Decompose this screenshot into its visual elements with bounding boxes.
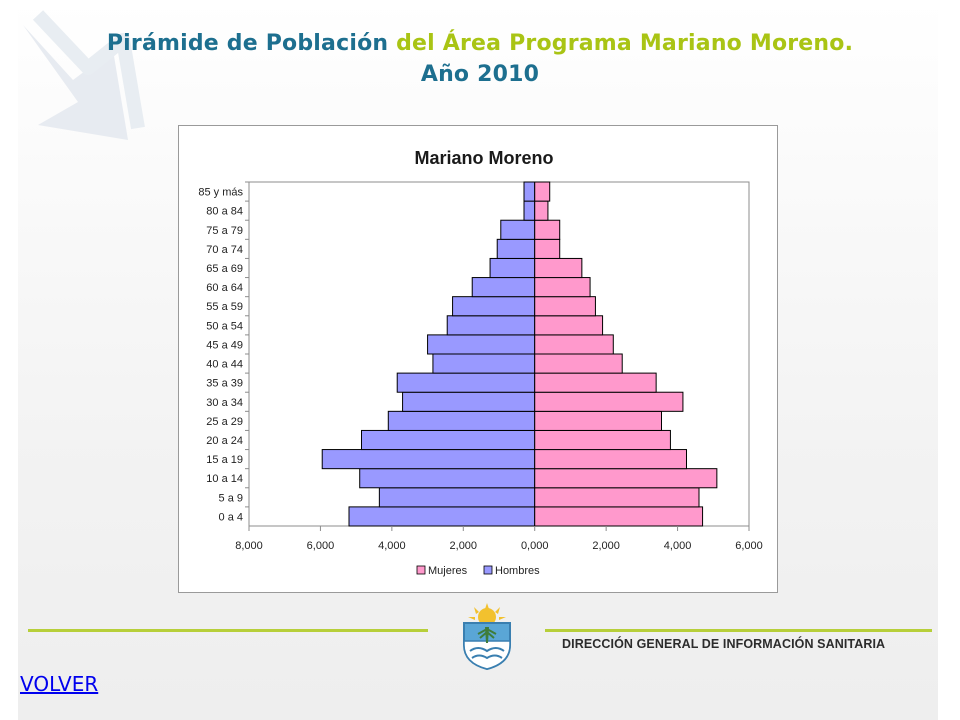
bar-mujeres-17 <box>534 181 551 202</box>
bar-hombres-6 <box>402 391 536 412</box>
title-part-3: Año 2010 <box>420 62 540 87</box>
volver-link[interactable]: VOLVER <box>20 672 99 696</box>
bar-mujeres-1 <box>534 487 700 508</box>
x-tick-label-3: 2,000 <box>450 540 478 552</box>
bar-hombres-14 <box>496 238 536 259</box>
population-pyramid-chart: Mariano Moreno 0 a 4 5 a 9 10 a 14 15 a 19 20… <box>198 148 763 577</box>
bar-mujeres-16 <box>534 200 549 221</box>
bar-mujeres-13 <box>534 257 583 279</box>
footer-line-right <box>545 629 932 632</box>
x-tick-label-5: 2,000 <box>592 540 620 552</box>
bar-hombres-3 <box>321 449 536 470</box>
x-tick-label-0: 8,000 <box>235 540 263 552</box>
bar-mujeres-9 <box>534 334 614 355</box>
bar-hombres-0 <box>348 506 536 527</box>
bar-hombres-11 <box>452 296 536 317</box>
y-tick-label-1: 5 a 9 <box>219 492 243 504</box>
x-tick-label-6: 4,000 <box>664 540 692 552</box>
bar-hombres-5 <box>387 410 536 431</box>
y-tick-label-12: 60 a 64 <box>206 282 243 294</box>
y-tick-label-2: 10 a 14 <box>206 473 243 485</box>
y-tick-label-16: 80 a 84 <box>206 206 243 218</box>
title-part-1: Pirámide de Población <box>106 31 389 56</box>
bar-hombres-10 <box>446 315 536 336</box>
province-shield-logo-icon <box>463 603 511 671</box>
y-tick-label-11: 55 a 59 <box>206 301 243 313</box>
bar-hombres-8 <box>432 353 536 374</box>
bar-mujeres-5 <box>534 410 663 431</box>
y-tick-label-3: 15 a 19 <box>206 454 243 466</box>
arrow-watermark-icon <box>23 10 145 140</box>
bar-mujeres-4 <box>534 429 671 451</box>
y-tick-label-4: 20 a 24 <box>206 435 243 447</box>
bar-hombres-4 <box>361 429 536 451</box>
bar-mujeres-7 <box>534 372 657 393</box>
legend-swatch-mujeres <box>416 565 426 575</box>
y-tick-label-15: 75 a 79 <box>206 225 243 237</box>
y-tick-label-0: 0 a 4 <box>219 511 243 523</box>
footer-line-left <box>28 629 428 632</box>
slide-title: Pirámide de Población del Área Programa … <box>100 28 860 90</box>
x-tick-label-7: 6,000 <box>735 540 763 552</box>
bar-mujeres-3 <box>534 449 688 470</box>
legend-label-hombres: Hombres <box>495 565 540 577</box>
x-tick-label-2: 4,000 <box>378 540 406 552</box>
bar-mujeres-14 <box>534 238 561 259</box>
bar-hombres-2 <box>359 468 536 489</box>
y-tick-label-13: 65 a 69 <box>206 263 243 275</box>
chart-frame: Mariano Moreno 0 a 4 5 a 9 10 a 14 15 a 19 20… <box>178 125 778 593</box>
bar-mujeres-2 <box>534 468 718 489</box>
bar-mujeres-11 <box>534 296 596 317</box>
bar-hombres-12 <box>471 277 536 298</box>
y-tick-label-7: 35 a 39 <box>206 378 243 390</box>
x-tick-label-4: 0,000 <box>521 540 549 552</box>
bar-hombres-13 <box>489 257 536 279</box>
bar-hombres-17 <box>523 181 536 202</box>
bar-hombres-9 <box>427 334 536 355</box>
title-part-2: del Área Programa Mariano Moreno. <box>396 31 854 56</box>
y-tick-label-5: 25 a 29 <box>206 416 243 428</box>
x-tick-label-1: 6,000 <box>307 540 335 552</box>
footer-organization-text: DIRECCIÓN GENERAL DE INFORMACIÓN SANITAR… <box>562 637 886 651</box>
bar-mujeres-8 <box>534 353 623 374</box>
bar-mujeres-12 <box>534 277 591 298</box>
bar-mujeres-0 <box>534 506 704 527</box>
bar-hombres-7 <box>396 372 536 393</box>
y-tick-label-8: 40 a 44 <box>206 359 243 371</box>
y-tick-label-14: 70 a 74 <box>206 244 243 256</box>
bar-mujeres-10 <box>534 315 604 336</box>
bar-mujeres-6 <box>534 391 684 412</box>
legend-label-mujeres: Mujeres <box>428 565 468 577</box>
bar-mujeres-15 <box>534 219 561 240</box>
bar-hombres-1 <box>378 487 536 508</box>
y-tick-label-10: 50 a 54 <box>206 320 243 332</box>
legend-swatch-hombres <box>483 565 493 575</box>
y-tick-label-9: 45 a 49 <box>206 339 243 351</box>
chart-title: Mariano Moreno <box>414 148 553 168</box>
bar-hombres-15 <box>500 219 536 240</box>
bar-hombres-16 <box>523 200 536 221</box>
y-tick-label-6: 30 a 34 <box>206 397 243 409</box>
y-tick-label-17: 85 y más <box>198 187 243 199</box>
